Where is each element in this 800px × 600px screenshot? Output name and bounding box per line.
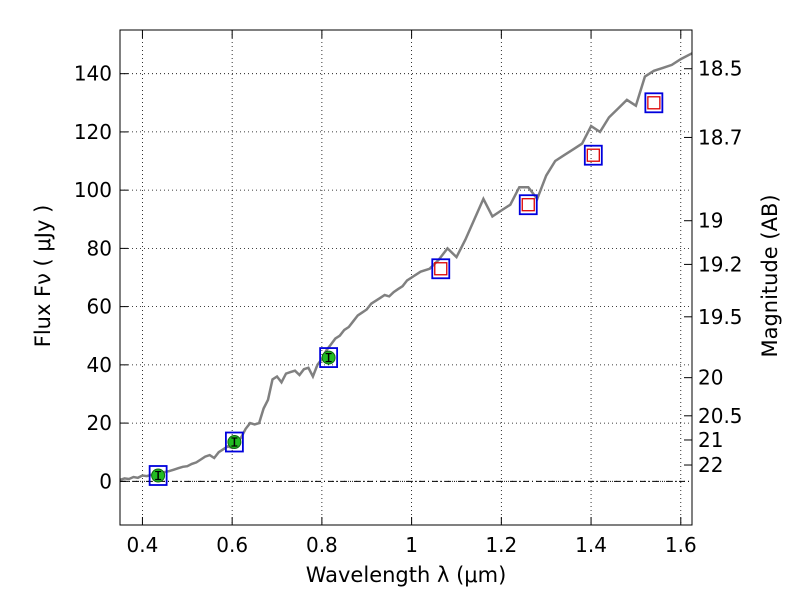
right-axis-tick-label: 19 — [698, 209, 723, 233]
tick-labels: 0.4 0.6 0.8 1 1.2 1.4 1.6 0 20 40 60 80 100 120 140 18.… — [74, 57, 743, 557]
axis-ticks — [120, 30, 692, 525]
x-axis-label: Wavelength λ (μm) — [306, 563, 507, 587]
predicted-square — [434, 262, 448, 276]
right-axis-tick-label: 22 — [698, 453, 723, 477]
right-axis-tick-label: 18.7 — [698, 125, 743, 149]
predicted-square — [647, 96, 661, 110]
right-axis-tick-label: 20 — [698, 366, 723, 390]
model-square — [319, 347, 339, 368]
y-tick-label: 60 — [87, 295, 112, 319]
y-tick-label: 0 — [99, 469, 112, 493]
spectrum-line — [119, 52, 693, 482]
plot-frame — [119, 29, 693, 526]
right-axis-tick-label: 18.5 — [698, 57, 743, 81]
x-tick-label: 0.6 — [216, 533, 248, 557]
y-axis-label: Flux Fν ( μJy ) — [31, 205, 55, 348]
grid — [120, 30, 692, 525]
x-tick-label: 0.4 — [127, 533, 159, 557]
photometry-marks — [148, 92, 664, 486]
right-axis-tick-label: 20.5 — [698, 404, 743, 428]
model-square — [224, 431, 244, 453]
right-axis-label: Magnitude (AB) — [758, 194, 782, 357]
y-tick-label: 100 — [74, 178, 112, 202]
predicted-square — [521, 198, 535, 212]
model-square — [518, 194, 538, 216]
model-square — [583, 144, 603, 166]
x-tick-label: 1.2 — [485, 533, 517, 557]
y-tick-label: 140 — [74, 62, 112, 86]
x-tick-label: 1 — [405, 533, 418, 557]
x-tick-label: 1.4 — [575, 533, 607, 557]
x-tick-label: 0.8 — [306, 533, 338, 557]
model-square — [148, 465, 168, 486]
y-tick-label: 20 — [87, 411, 112, 435]
model-square — [431, 258, 451, 280]
model-square — [644, 92, 664, 114]
right-axis-tick-label: 19.5 — [698, 305, 743, 329]
y-tick-label: 120 — [74, 120, 112, 144]
y-tick-label: 40 — [87, 353, 112, 377]
right-axis-tick-label: 19.2 — [698, 252, 743, 276]
y-tick-label: 80 — [87, 236, 112, 260]
right-axis-tick-label: 21 — [698, 428, 723, 452]
predicted-square — [586, 148, 600, 162]
x-tick-label: 1.6 — [665, 533, 697, 557]
